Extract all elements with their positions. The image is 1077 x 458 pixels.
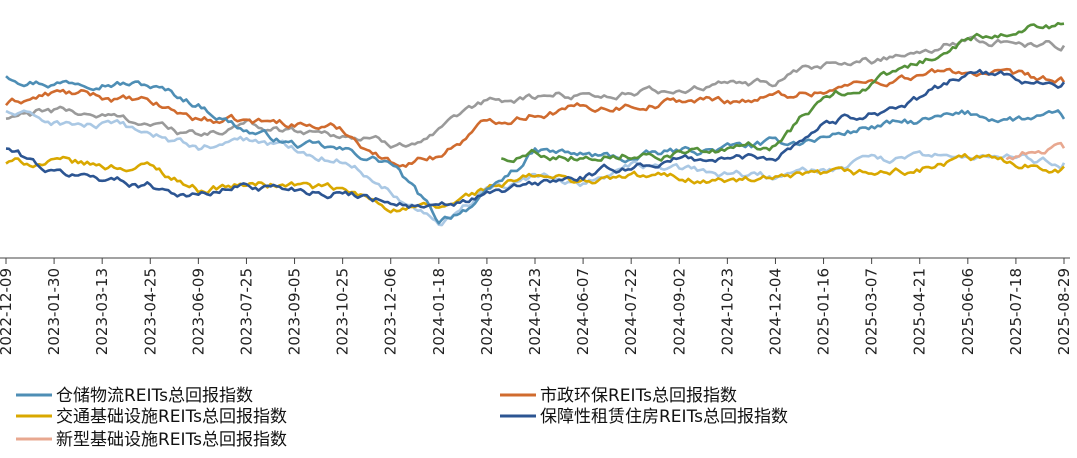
x-tick-label: 2025-06-06 xyxy=(959,268,977,355)
x-tick-label: 2024-03-08 xyxy=(478,268,496,355)
x-tick-label: 2024-06-07 xyxy=(574,268,592,355)
x-axis-ticks: 2022-12-09 2023-01-30 2023-03-13 2023-04-25… xyxy=(0,258,1073,355)
series-line-2 xyxy=(5,153,1065,214)
x-tick-label: 2023-10-25 xyxy=(334,268,352,355)
x-tick-label: 2024-12-04 xyxy=(766,268,784,355)
series-line-3 xyxy=(5,68,1066,209)
x-tick-label: 2023-04-25 xyxy=(141,268,159,355)
series-line-7 xyxy=(500,21,1065,164)
legend-label: 市政环保REITs总回报指数 xyxy=(540,386,737,406)
x-tick-label: 2023-07-25 xyxy=(237,268,255,355)
x-tick-label: 2025-01-16 xyxy=(815,268,833,355)
legend-label: 仓储物流REITs总回报指数 xyxy=(56,386,253,406)
x-tick-label: 2023-01-30 xyxy=(45,268,63,355)
legend-label: 新型基础设施REITs总回报指数 xyxy=(56,430,287,450)
series-line-4 xyxy=(1005,141,1066,161)
x-tick-label: 2024-10-23 xyxy=(718,268,736,355)
series-line-1 xyxy=(5,67,1066,168)
x-tick-label: 2024-09-02 xyxy=(670,268,688,355)
x-tick-label: 2025-08-29 xyxy=(1055,268,1073,355)
x-tick-label: 2025-04-21 xyxy=(911,268,929,355)
x-tick-label: 2024-07-22 xyxy=(622,268,640,355)
legend: 仓储物流REITs总回报指数 市政环保REITs总回报指数交通基础设施REITs总… xyxy=(16,386,788,450)
x-tick-label: 2025-03-07 xyxy=(863,268,881,355)
x-tick-label: 2025-07-18 xyxy=(1007,268,1025,355)
series-line-5 xyxy=(5,35,1066,149)
x-tick-label: 2024-01-18 xyxy=(430,268,448,355)
x-tick-label: 2023-06-09 xyxy=(189,268,207,355)
series-line-6 xyxy=(5,109,1066,227)
legend-label: 保障性租赁住房REITs总回报指数 xyxy=(540,407,788,427)
x-tick-label: 2024-04-23 xyxy=(526,268,544,355)
x-tick-label: 2023-09-05 xyxy=(286,268,304,355)
series-line-0 xyxy=(5,75,1066,225)
x-tick-label: 2023-12-06 xyxy=(382,268,400,355)
legend-label: 交通基础设施REITs总回报指数 xyxy=(56,407,287,427)
x-tick-label: 2022-12-09 xyxy=(0,268,15,355)
plot-lines xyxy=(5,21,1066,227)
x-tick-label: 2023-03-13 xyxy=(93,268,111,355)
